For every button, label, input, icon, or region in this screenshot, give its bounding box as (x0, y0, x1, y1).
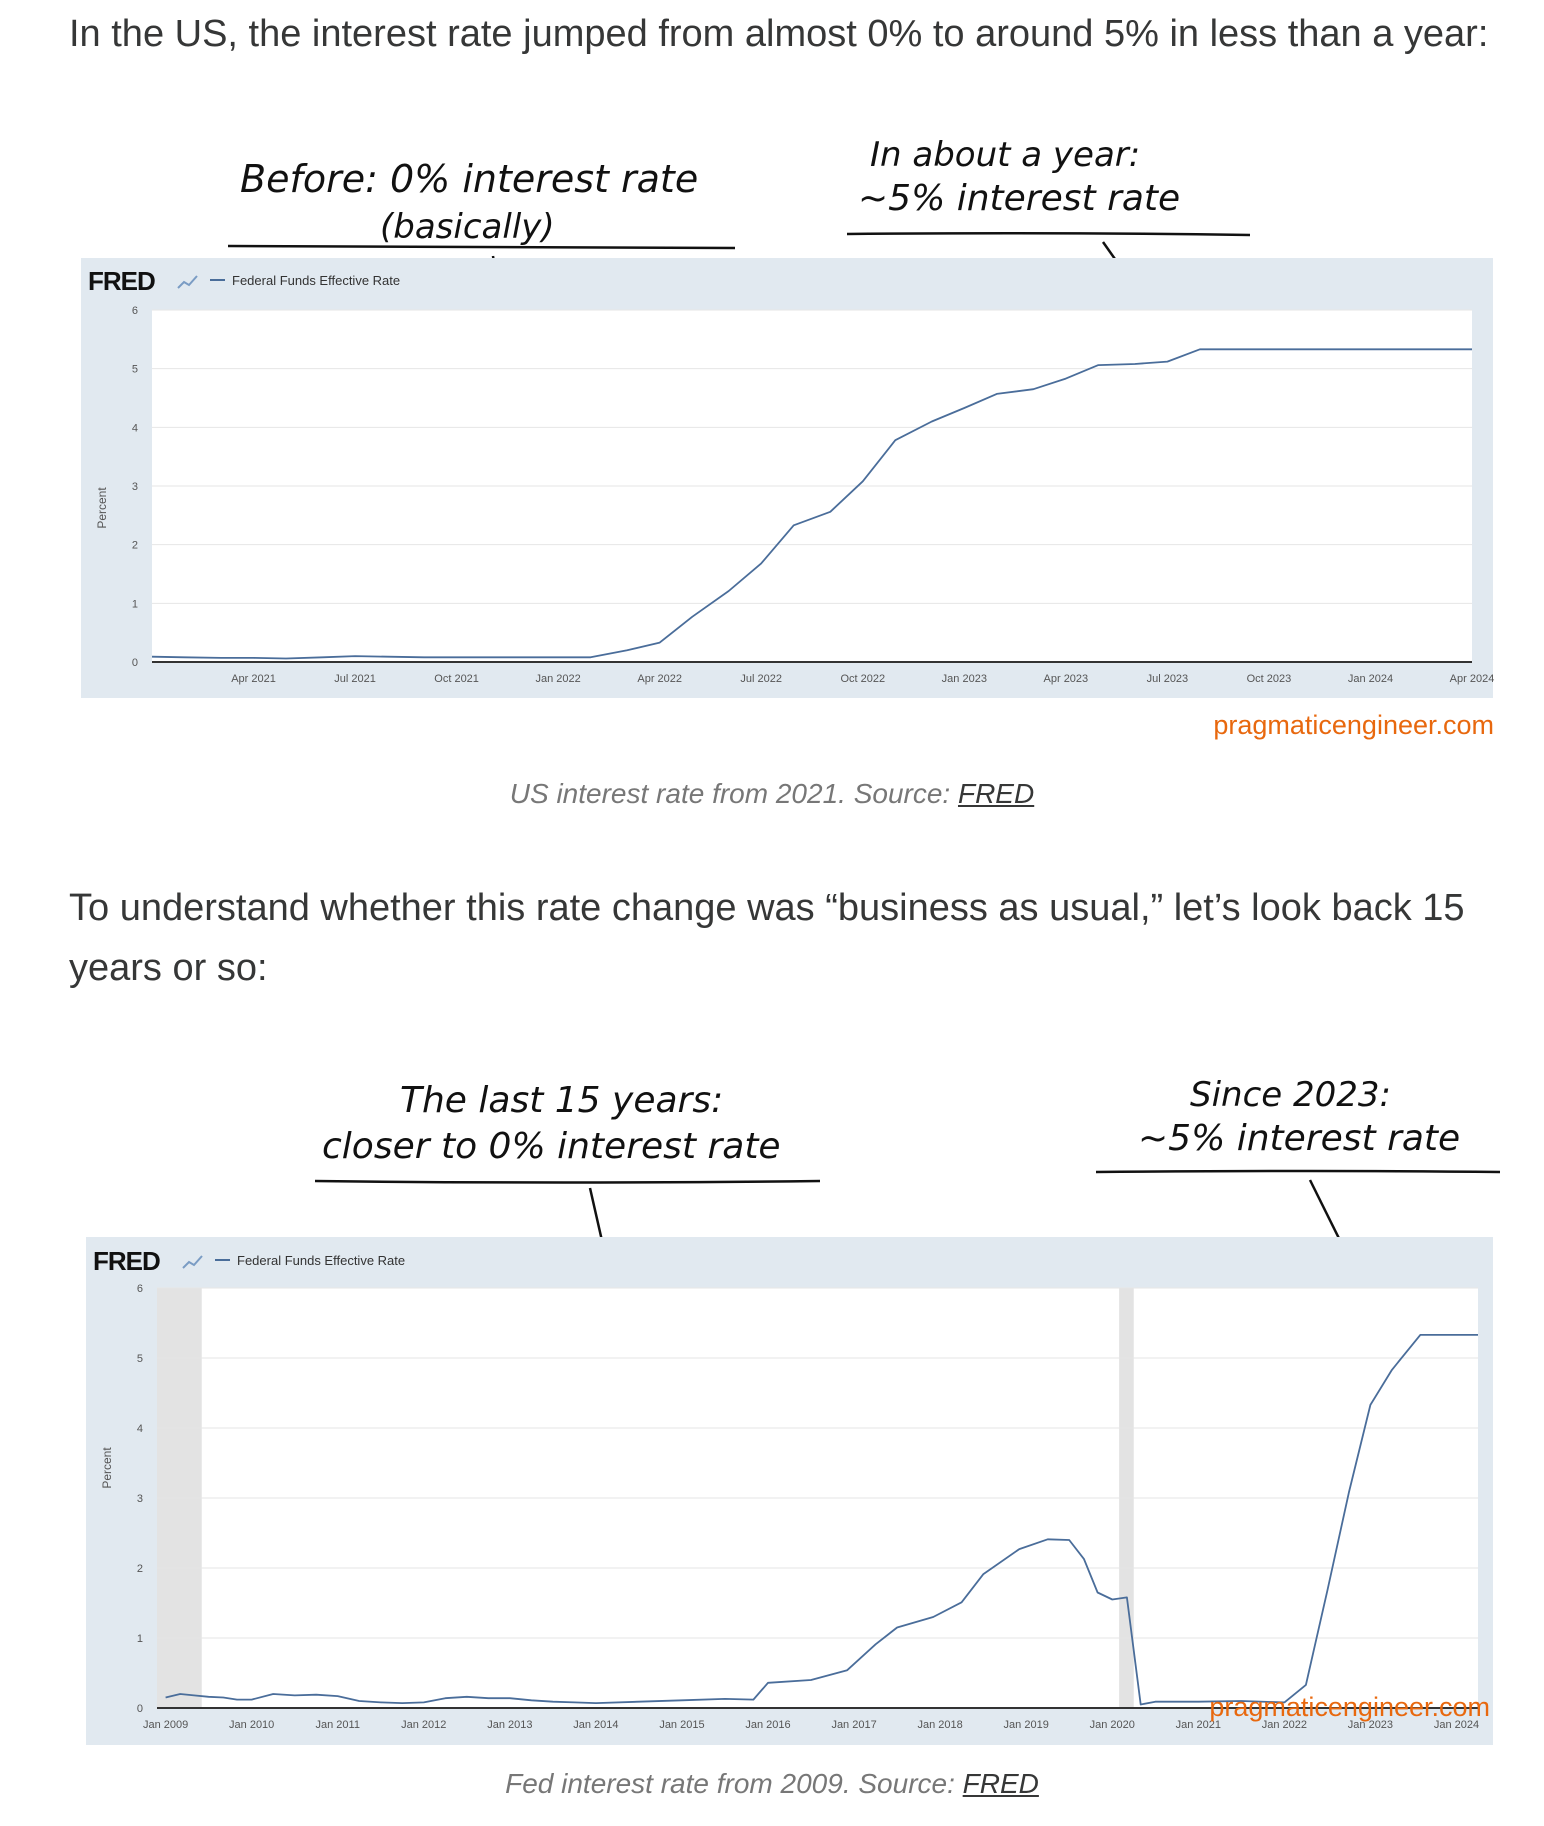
annotation-right-line2: ~5% interest rate (1138, 1118, 1460, 1159)
annotation-left-underline (227, 244, 736, 250)
x-tick-label: Jul 2023 (1147, 673, 1189, 685)
annotation-left-underline (314, 1179, 821, 1184)
x-tick-label: Oct 2021 (434, 673, 479, 685)
y-tick-label: 0 (132, 657, 138, 669)
figure-1-caption: US interest rate from 2021. Source: FRED (0, 778, 1544, 810)
chart-2-svg: The last 15 years: closer to 0% interest… (86, 1075, 1501, 1745)
series-line-0 (165, 1333, 1478, 1706)
y-tick-label: 4 (137, 1423, 143, 1435)
y-tick-label: 1 (132, 598, 138, 610)
x-tick-label: Jan 2020 (1090, 1719, 1135, 1731)
y-tick-label: 3 (132, 481, 138, 493)
x-tick-label: Jan 2009 (143, 1719, 188, 1731)
y-tick-label: 0 (137, 1703, 143, 1715)
chart-1-svg: Before: 0% interest rate (basically) In … (81, 135, 1494, 698)
x-tick-label: Oct 2023 (1247, 673, 1292, 685)
x-tick-label: Jan 2021 (1176, 1719, 1221, 1731)
series-line-0 (151, 348, 1472, 660)
chart-1-y-axis-label: Percent (95, 487, 109, 529)
x-tick-label: Jan 2015 (659, 1719, 704, 1731)
annotation-right-line2: ~5% interest rate (858, 178, 1180, 219)
x-tick-label: Oct 2022 (840, 673, 885, 685)
y-tick-label: 4 (132, 422, 138, 434)
figure-2: The last 15 years: closer to 0% interest… (0, 1070, 1544, 1770)
x-tick-label: Jan 2017 (831, 1719, 876, 1731)
x-tick-label: Jan 2013 (487, 1719, 532, 1731)
annotation-right-line1: In about a year: (870, 135, 1140, 175)
annotation-left-line2: closer to 0% interest rate (322, 1126, 781, 1167)
x-tick-label: Jan 2016 (745, 1719, 790, 1731)
chart-1-brand: FRED (88, 266, 155, 296)
figure-1-caption-text: US interest rate from 2021. Source: (509, 778, 958, 809)
x-tick-label: Jan 2024 (1348, 673, 1393, 685)
chart-2-legend-label: Federal Funds Effective Rate (237, 1253, 405, 1268)
figure-1: Before: 0% interest rate (basically) In … (0, 130, 1544, 830)
x-tick-label: Apr 2022 (637, 673, 682, 685)
y-tick-label: 3 (137, 1493, 143, 1505)
middle-paragraph: To understand whether this rate change w… (69, 887, 1465, 989)
y-tick-label: 5 (132, 364, 138, 376)
y-tick-label: 2 (137, 1563, 143, 1575)
figure-2-source-link[interactable]: FRED (962, 1768, 1039, 1799)
x-tick-label: Jan 2024 (1434, 1719, 1479, 1731)
x-tick-label: Jan 2023 (942, 673, 987, 685)
x-tick-label: Jan 2012 (401, 1719, 446, 1731)
chart-1-plot: 0 1 2 3 4 5 6 Apr 2021 Jul 2021 Oct 2021 Jan 2022 A… (132, 305, 1494, 685)
figure-1-source-link[interactable]: FRED (957, 778, 1035, 809)
x-tick-label: Jan 2018 (918, 1719, 963, 1731)
figure-1-watermark: pragmaticengineer.com (1213, 710, 1494, 740)
chart-1-logo-icon (177, 275, 198, 289)
chart-2-brand: FRED (93, 1246, 160, 1276)
x-tick-label: Jan 2011 (315, 1719, 359, 1731)
x-tick-label: Jan 2010 (229, 1719, 274, 1731)
y-tick-label: 5 (137, 1353, 143, 1365)
annotation-right-line1: Since 2023: (1190, 1075, 1391, 1115)
annotation-right-underline (1095, 1169, 1501, 1174)
annotation-left-line1: The last 15 years: (400, 1080, 723, 1121)
x-tick-label: Jul 2021 (334, 673, 376, 685)
x-tick-label: Jul 2022 (740, 673, 782, 685)
intro-paragraph: In the US, the interest rate jumped from… (69, 13, 1489, 55)
x-tick-label: Jan 2014 (573, 1719, 618, 1731)
y-tick-label: 1 (137, 1633, 143, 1645)
figure-2-caption-text: Fed interest rate from 2009. Source: (505, 1768, 963, 1799)
chart-2-y-axis-label: Percent (100, 1447, 114, 1489)
x-tick-label: Apr 2023 (1044, 673, 1089, 685)
chart-2-plot: 0 1 2 3 4 5 6 Jan 2009 Jan 2010 Jan 2011 Jan 2012 J… (137, 1283, 1479, 1731)
figure-2-watermark: pragmaticengineer.com (1209, 1692, 1490, 1722)
chart-1-legend-label: Federal Funds Effective Rate (232, 273, 400, 288)
x-tick-label: Jan 2019 (1004, 1719, 1049, 1731)
figure-2-caption: Fed interest rate from 2009. Source: FRE… (0, 1768, 1544, 1800)
x-tick-label: Apr 2024 (1450, 673, 1495, 685)
x-tick-label: Apr 2021 (231, 673, 276, 685)
x-tick-label: Jan 2022 (536, 673, 581, 685)
chart-2-logo-icon (182, 1255, 203, 1269)
x-tick-label: Jan 2023 (1348, 1719, 1393, 1731)
y-tick-label: 6 (132, 305, 138, 317)
annotation-left-line2: (basically) (380, 207, 555, 247)
annotation-right-underline (846, 231, 1251, 237)
annotation-left-line1: Before: 0% interest rate (240, 157, 698, 201)
x-tick-label: Jan 2022 (1262, 1719, 1307, 1731)
y-tick-label: 6 (137, 1283, 143, 1295)
y-tick-label: 2 (132, 540, 138, 552)
